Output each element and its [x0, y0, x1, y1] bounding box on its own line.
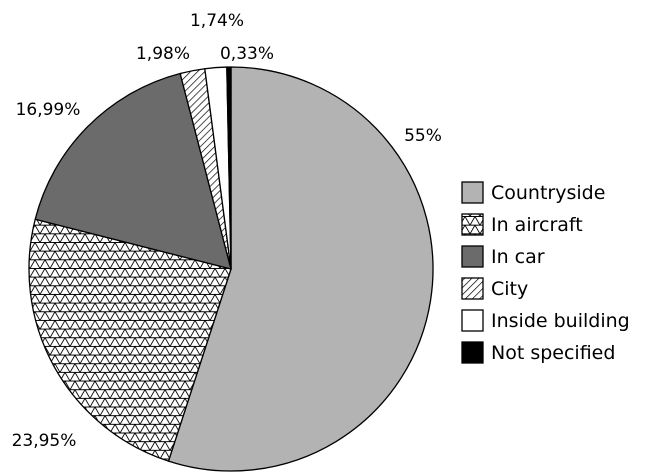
- legend-swatch-city: [461, 277, 484, 300]
- legend-swatch-inside-building: [461, 309, 484, 332]
- slice-label-countryside: 55%: [404, 126, 442, 146]
- legend-label-in-car: In car: [491, 246, 545, 268]
- pie-slices: [28, 66, 434, 472]
- slice-label-inside-building: 1,74%: [190, 11, 244, 31]
- legend-label-not-specified: Not specified: [491, 342, 615, 364]
- slice-label-in-car: 16,99%: [16, 100, 81, 120]
- pie-slice-in-aircraft: [28, 218, 232, 462]
- legend-label-in-aircraft: In aircraft: [491, 214, 583, 236]
- legend-label-inside-building: Inside building: [491, 310, 630, 332]
- legend-label-city: City: [491, 278, 528, 300]
- legend-label-countryside: Countryside: [491, 182, 605, 204]
- legend: Countryside In aircraft In car City Inside b…: [461, 181, 630, 364]
- slice-label-not-specified: 0,33%: [220, 44, 274, 64]
- slice-label-in-aircraft: 23,95%: [12, 431, 77, 451]
- pie-slice-not-specified: [226, 66, 232, 270]
- legend-swatch-in-car: [461, 245, 484, 268]
- legend-swatch-countryside: [461, 181, 484, 204]
- slice-label-city: 1,98%: [136, 44, 190, 64]
- pie-slice-in-car: [34, 72, 232, 270]
- slice-labels: 55% 23,95% 16,99% 1,98%1,74% 0,33%: [12, 11, 442, 451]
- pie-slice-countryside: [167, 66, 434, 472]
- legend-swatch-in-aircraft: [461, 213, 484, 236]
- legend-swatch-not-specified: [461, 341, 484, 364]
